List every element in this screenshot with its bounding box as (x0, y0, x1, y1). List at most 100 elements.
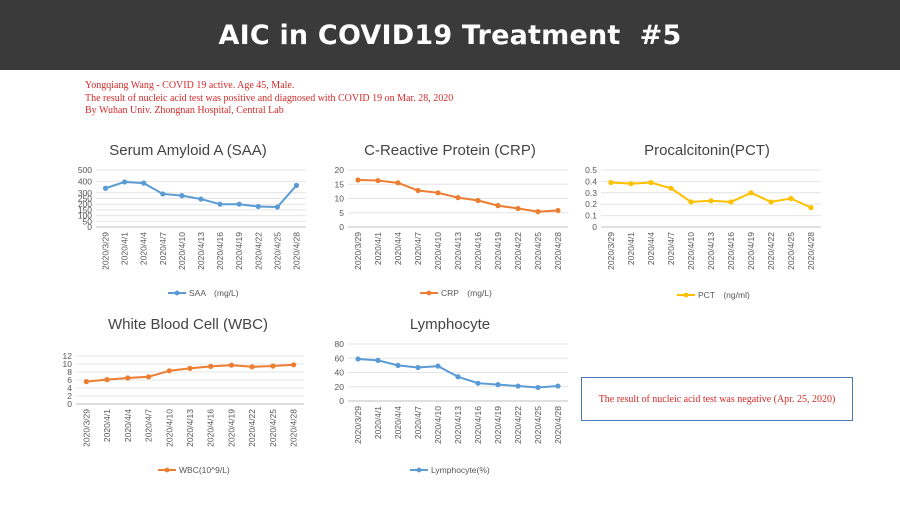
y-tick-label: 8 (67, 367, 72, 377)
y-tick-label: 60 (335, 353, 345, 363)
x-tick-label: 2020/4/10 (164, 409, 174, 447)
x-tick-label: 2020/4/28 (553, 406, 563, 444)
legend-label: CRP (mg/L) (441, 288, 492, 298)
lymphocyte-chart: Lymphocyte 0 20 40 60 80 2020/3/29 2020/4/1 2020… (335, 316, 568, 475)
data-point (274, 204, 280, 210)
y-tick-label: 50 (83, 216, 93, 226)
data-point (141, 180, 147, 186)
y-tick-label: 0.5 (585, 165, 597, 175)
x-tick-label: 2020/3/29 (353, 232, 363, 270)
data-point (208, 363, 214, 369)
x-tick-label: 2020/4/13 (196, 232, 206, 270)
x-tick-label: 2020/4/4 (393, 406, 403, 439)
data-point (455, 195, 461, 201)
data-point (475, 380, 481, 386)
data-point (187, 365, 193, 371)
x-tick-label: 2020/4/16 (206, 409, 216, 447)
y-tick-label: 15 (335, 179, 345, 189)
x-tick-label: 2020/4/13 (453, 406, 463, 444)
x-tick-label: 2020/4/7 (158, 232, 168, 265)
y-tick-label: 0 (87, 222, 92, 232)
x-tick-label: 2020/4/7 (413, 406, 423, 439)
x-tick-label: 2020/4/1 (120, 232, 130, 265)
patient-line-1: Yongqiang Wang - COVID 19 active. Age 45… (85, 80, 295, 91)
legend-marker (174, 290, 180, 296)
x-tick-label: 2020/4/25 (786, 232, 796, 270)
title-bar: AIC in COVID19 Treatment #5 (0, 0, 900, 70)
data-point (236, 201, 242, 207)
legend-label: PCT (ng/ml) (698, 290, 750, 300)
data-point (435, 363, 441, 369)
data-point (145, 374, 152, 380)
y-tick-label: 500 (78, 165, 92, 175)
y-tick-label: 0.4 (585, 176, 597, 186)
x-tick-label: 2020/4/13 (185, 409, 195, 447)
y-tick-label: 4 (67, 383, 72, 393)
data-point (495, 382, 501, 388)
x-tick-label: 2020/4/4 (646, 232, 656, 265)
data-point (788, 195, 794, 202)
legend-label: WBC(10^9/L) (179, 465, 230, 475)
x-tick-label: 2020/4/1 (626, 232, 636, 265)
x-tick-label: 2020/4/25 (533, 232, 543, 270)
data-point (495, 203, 501, 209)
x-tick-label: 2020/4/4 (123, 409, 133, 442)
y-tick-label: 0 (592, 222, 597, 232)
legend-marker (416, 467, 422, 473)
y-tick-label: 0 (67, 399, 72, 409)
x-tick-label: 2020/4/10 (433, 406, 443, 444)
patient-line-2: The result of nucleic acid test was posi… (85, 92, 454, 104)
y-tick-label: 150 (78, 205, 92, 215)
negative-result-text: The result of nucleic acid test was nega… (598, 393, 836, 405)
data-point (122, 179, 128, 185)
data-point (228, 362, 235, 368)
x-tick-label: 2020/4/19 (226, 409, 236, 447)
crp-chart: C-Reactive Protein (CRP) 0 5 10 15 20 2020/3/2… (335, 142, 568, 298)
data-point (160, 191, 166, 197)
y-tick-label: 5 (339, 208, 344, 218)
x-tick-label: 2020/3/29 (353, 406, 363, 444)
data-point (291, 362, 297, 368)
x-tick-label: 2020/4/7 (413, 232, 423, 265)
x-tick-label: 2020/4/28 (291, 232, 301, 270)
y-tick-label: 20 (335, 382, 345, 392)
y-tick-label: 0.3 (585, 188, 597, 198)
data-point (395, 362, 401, 368)
x-tick-label: 2020/4/13 (453, 232, 463, 270)
data-point (375, 177, 381, 184)
patient-line-3: By Wuhan Univ. Zhongnan Hospital, Centra… (85, 105, 284, 116)
legend-marker (426, 290, 432, 296)
data-point (728, 199, 734, 205)
y-tick-label: 250 (78, 194, 92, 204)
y-tick-label: 0.2 (585, 199, 597, 209)
series-line (357, 357, 559, 389)
x-tick-label: 2020/4/16 (726, 232, 736, 270)
x-tick-label: 2020/4/19 (493, 232, 503, 270)
y-tick-label: 400 (78, 176, 92, 186)
data-point (768, 199, 774, 205)
data-point (375, 357, 381, 363)
data-point (455, 374, 461, 380)
y-tick-label: 10 (63, 359, 73, 369)
data-point (515, 205, 521, 212)
y-tick-label: 200 (78, 199, 92, 209)
data-point (217, 201, 223, 207)
x-tick-label: 2020/4/16 (473, 406, 483, 444)
patient-info: Yongqiang Wang - COVID 19 active. Age 45… (85, 80, 453, 118)
data-point (355, 356, 361, 362)
chart-title: Lymphocyte (410, 316, 490, 333)
data-point (198, 196, 204, 202)
x-tick-label: 2020/4/16 (215, 232, 225, 270)
data-point (688, 199, 694, 205)
data-point (708, 198, 714, 204)
data-point (249, 364, 255, 370)
y-tick-label: 0 (339, 222, 344, 232)
chart-title: Procalcitonin(PCT) (644, 142, 770, 159)
data-point (628, 181, 634, 187)
x-tick-label: 2020/4/19 (493, 406, 503, 444)
data-point (668, 185, 674, 191)
x-tick-label: 2020/4/1 (373, 232, 383, 265)
data-point (515, 383, 521, 389)
x-tick-label: 2020/4/10 (177, 232, 187, 270)
